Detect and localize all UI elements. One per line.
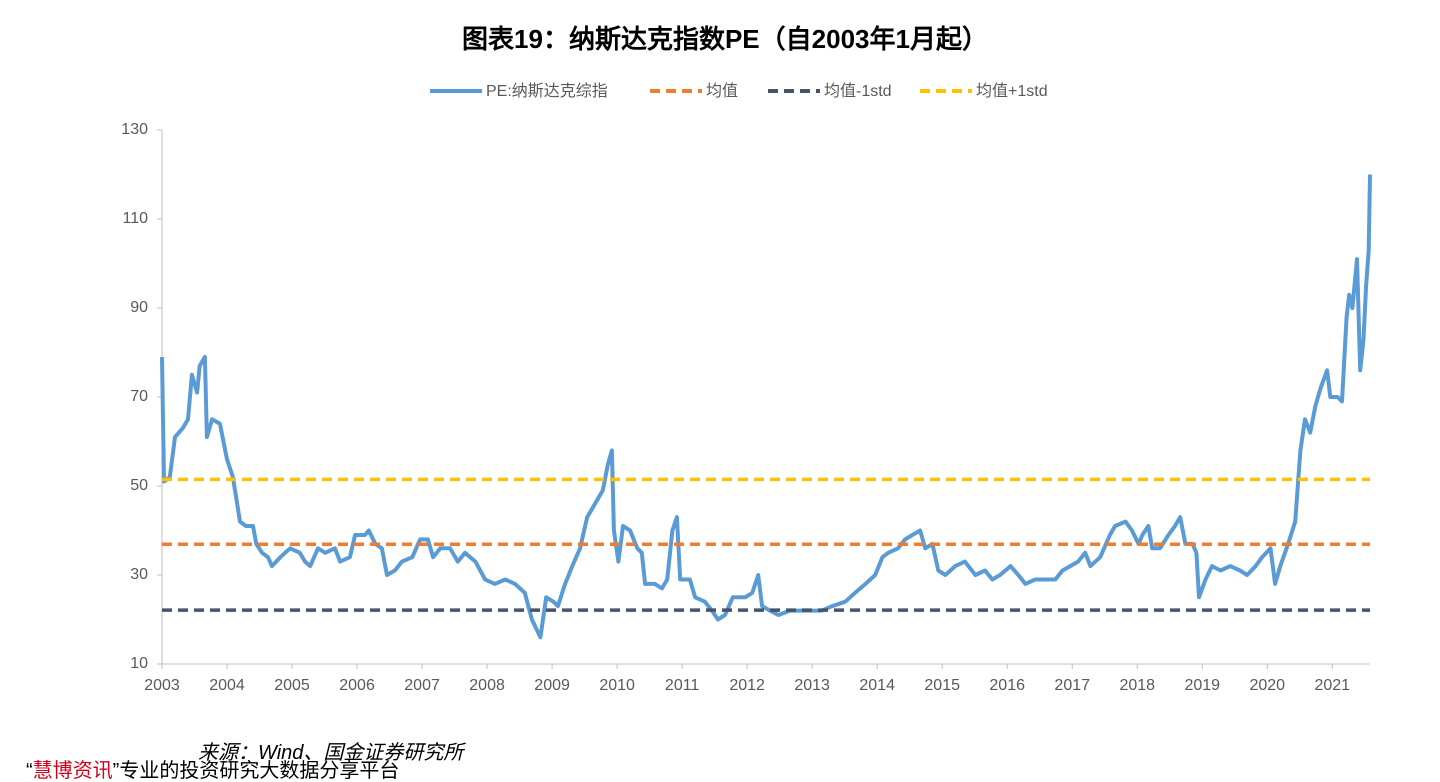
brand: 慧博资讯: [32, 760, 113, 782]
chart-title: 图表19：纳斯达克指数PE（自2003年1月起）: [462, 24, 988, 54]
x-tick-label: 2007: [404, 677, 440, 694]
y-tick-label: 110: [122, 210, 148, 227]
x-tick-label: 2021: [1314, 677, 1350, 694]
source: 来源：Wind、国金证券研究所: [198, 742, 464, 764]
pe-line: [160, 174, 1372, 640]
watermark: “慧博资讯”专业的投资研究大数据分享平台: [26, 754, 399, 782]
x-tick-label: 2009: [534, 677, 570, 694]
y-tick-label: 10: [130, 655, 148, 672]
legend-label: PE:纳斯达克综指: [486, 82, 608, 100]
x-tick-label: 2018: [1119, 677, 1155, 694]
legend-label: 均值-1std: [824, 82, 892, 100]
x-tick-label: 2013: [794, 677, 830, 694]
x-tick-label: 2003: [144, 677, 180, 694]
x-tick-label: 2014: [859, 677, 895, 694]
x-tick-label: 2004: [209, 677, 245, 694]
x-tick-label: 2012: [729, 677, 765, 694]
legend-label: 均值: [706, 82, 738, 100]
x-tick-label: 2008: [469, 677, 505, 694]
tagline: ”专业的投资研究大数据分享平台: [112, 760, 400, 782]
x-tick-label: 2010: [599, 677, 635, 694]
legend-label: 均值+1std: [976, 82, 1048, 100]
y-tick-label: 70: [130, 388, 148, 405]
x-tick-label: 2011: [665, 677, 700, 694]
x-tick-label: 2020: [1249, 677, 1285, 694]
y-tick-label: 90: [130, 299, 148, 316]
x-tick-label: 2019: [1184, 677, 1220, 694]
x-tick-label: 2017: [1054, 677, 1090, 694]
x-tick-label: 2006: [339, 677, 375, 694]
y-tick-label: 30: [130, 566, 148, 583]
y-tick-label: 50: [130, 477, 148, 494]
quote: “: [26, 760, 33, 782]
x-tick-label: 2016: [989, 677, 1025, 694]
y-tick-label: 130: [121, 121, 148, 138]
x-tick-label: 2015: [924, 677, 960, 694]
x-tick-label: 2005: [274, 677, 310, 694]
